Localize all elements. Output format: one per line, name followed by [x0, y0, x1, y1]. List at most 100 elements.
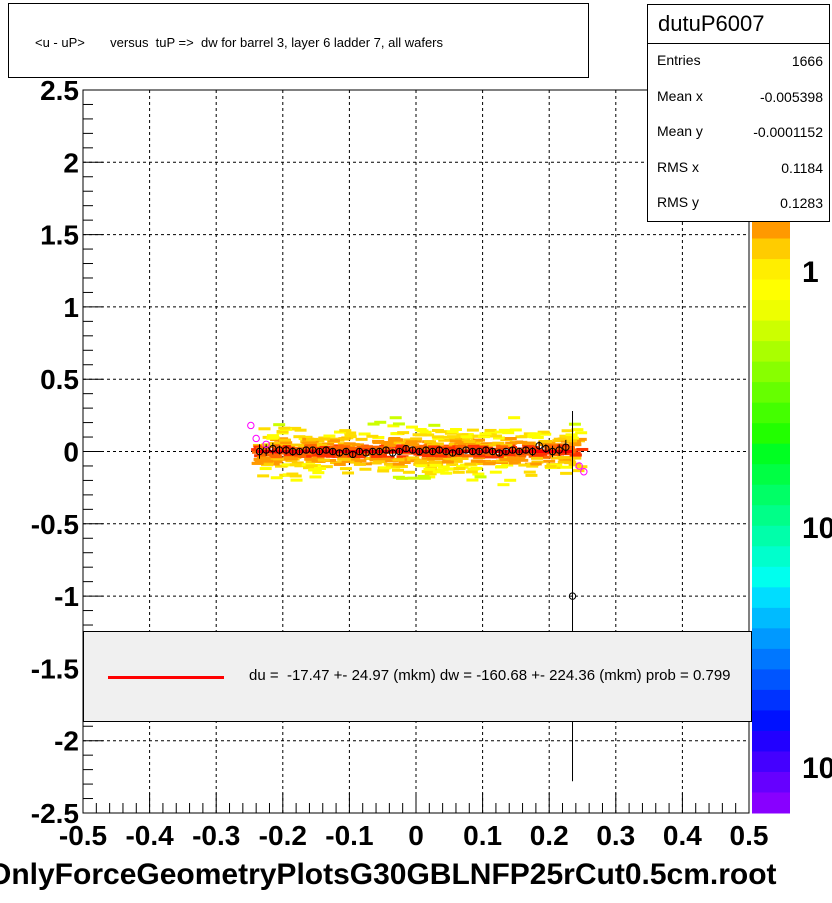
density-cell — [561, 429, 574, 433]
density-cell — [278, 426, 291, 430]
profile-point — [502, 447, 510, 456]
density-cell — [306, 437, 319, 441]
density-cell — [282, 445, 295, 449]
density-cell — [369, 458, 382, 462]
density-cell — [493, 436, 506, 440]
palette-band — [752, 423, 790, 445]
profile-point — [355, 447, 364, 456]
density-cell — [320, 465, 333, 469]
density-cell — [279, 443, 292, 447]
density-cell — [452, 470, 465, 474]
density-cell — [574, 437, 587, 441]
stats-row: Mean y -0.0001152 — [648, 115, 829, 151]
profile-point — [322, 446, 330, 454]
density-cell — [446, 463, 459, 467]
density-cell — [507, 458, 520, 462]
density-cell — [471, 461, 484, 465]
density-cell — [327, 439, 340, 443]
palette-band — [752, 361, 790, 383]
density-cell — [427, 447, 440, 451]
density-cell — [539, 440, 552, 444]
palette-band — [752, 218, 790, 240]
density-cell — [484, 428, 497, 432]
density-cell — [389, 416, 402, 420]
density-cell — [565, 439, 578, 443]
palette-band — [752, 341, 790, 363]
outer-profile-point — [262, 440, 270, 448]
density-cell — [441, 460, 454, 464]
palette-band — [752, 751, 790, 773]
density-cell — [442, 435, 455, 439]
profile-point — [475, 447, 483, 456]
x-tick-label: -0.1 — [325, 820, 373, 851]
density-cell — [470, 459, 483, 463]
stats-row: RMS x 0.1184 — [648, 151, 829, 187]
density-cell — [407, 456, 420, 460]
density-cell — [417, 474, 430, 478]
density-cell — [414, 460, 427, 464]
stats-key: Entries — [657, 52, 701, 68]
stats-key: Mean x — [657, 87, 703, 104]
x-tick-label: -0.3 — [192, 820, 240, 851]
fit-legend: du = -17.47 +- 24.97 (mkm) dw = -160.68 … — [83, 631, 752, 722]
density-cell — [396, 455, 409, 459]
density-cell — [465, 470, 478, 474]
y-tick-label: -0.5 — [31, 509, 79, 540]
density-cell — [317, 458, 330, 462]
palette-band — [752, 628, 790, 650]
profile-point — [542, 444, 550, 453]
density-cell — [575, 431, 588, 435]
density-cell — [274, 464, 287, 468]
density-cell — [407, 443, 420, 447]
density-cell — [410, 437, 423, 441]
density-cell — [359, 462, 372, 466]
density-cell — [446, 467, 459, 471]
density-cell — [504, 437, 517, 441]
density-cell — [569, 456, 582, 460]
axes: -0.5 -0.4 -0.3 -0.2 -0.1 0 0.1 0.2 0.3 0.4 0.5 -2.5… — [31, 75, 769, 851]
outer-profile-point — [252, 434, 260, 443]
palette-band — [752, 320, 790, 342]
density-cell — [498, 428, 511, 432]
density-cell — [522, 441, 535, 445]
density-cell — [455, 444, 468, 448]
density-cell — [561, 436, 574, 440]
density-cell — [557, 460, 570, 464]
density-cell — [565, 433, 578, 437]
density-cell — [322, 442, 335, 446]
density-cell — [329, 445, 342, 449]
profile-point — [482, 446, 490, 454]
profile-point — [448, 449, 457, 457]
density-cell — [419, 430, 432, 434]
outer-profile-point — [575, 462, 583, 470]
density-cell — [293, 435, 306, 439]
density-cell — [304, 457, 317, 461]
density-cell — [435, 454, 448, 458]
density-cell — [421, 457, 434, 461]
stats-value: 0.1283 — [780, 195, 823, 211]
profile-point — [335, 449, 344, 457]
y-tick-label: 2.5 — [40, 75, 79, 106]
density-cell — [498, 451, 511, 455]
density-cell — [421, 447, 434, 451]
density-cell — [540, 455, 553, 459]
stats-value: -0.005398 — [759, 88, 823, 105]
stats-row: Entries 1666 — [648, 44, 829, 80]
density-cell — [455, 441, 468, 445]
palette-band — [752, 505, 790, 527]
palette-band — [752, 484, 790, 506]
palette-band — [752, 300, 790, 322]
density-cell — [515, 440, 528, 444]
density-cell — [564, 448, 577, 452]
density-cell — [392, 422, 405, 426]
density-cell — [385, 464, 398, 468]
stats-value: -0.0001152 — [753, 124, 823, 140]
y-tick-label: 1.5 — [40, 220, 79, 251]
density-cell — [289, 426, 302, 430]
density-cell — [432, 436, 445, 440]
density-cell — [421, 454, 434, 458]
density-cell — [338, 444, 351, 448]
profile-point — [315, 447, 324, 456]
profile-point — [269, 444, 277, 453]
density-cell — [449, 428, 462, 432]
